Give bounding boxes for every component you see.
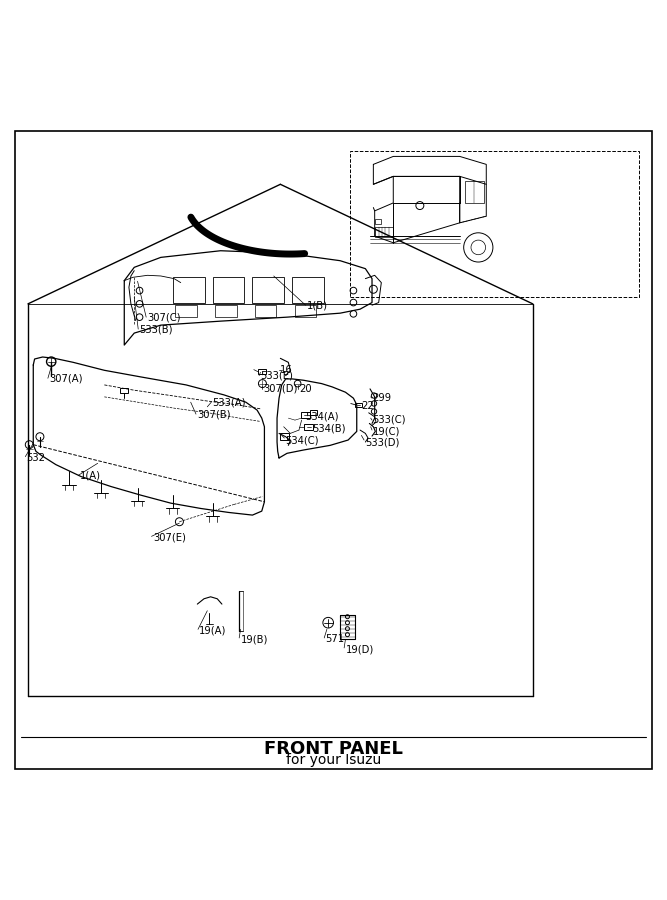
Bar (304, 424, 313, 429)
Bar (215, 305, 237, 317)
Text: 307(A): 307(A) (49, 374, 83, 383)
Text: 307(D): 307(D) (263, 384, 298, 394)
Text: 19(B): 19(B) (241, 634, 268, 644)
Text: 534(B): 534(B) (312, 423, 346, 433)
Text: 571: 571 (325, 634, 345, 644)
Text: 16: 16 (280, 365, 293, 375)
Text: 532: 532 (27, 453, 45, 463)
Text: 20: 20 (299, 384, 311, 394)
Bar (173, 277, 205, 302)
Text: 22: 22 (362, 401, 374, 411)
Text: 533(E): 533(E) (260, 371, 293, 381)
Bar (376, 228, 394, 238)
Bar (465, 181, 484, 202)
Text: 19(A): 19(A) (199, 626, 227, 635)
Text: 1(B): 1(B) (307, 301, 328, 310)
Bar (350, 151, 639, 297)
Text: 307(E): 307(E) (153, 533, 185, 543)
Text: 533(D): 533(D) (366, 437, 400, 447)
Bar (257, 369, 265, 374)
Bar (175, 305, 197, 317)
Bar (292, 277, 324, 302)
Bar (213, 277, 245, 302)
Text: FRONT PANEL: FRONT PANEL (264, 740, 403, 758)
Bar (376, 219, 382, 224)
Bar (120, 388, 128, 393)
Text: 533(C): 533(C) (372, 414, 406, 425)
Bar (301, 412, 310, 418)
Text: 307(C): 307(C) (147, 312, 181, 322)
Text: 1(A): 1(A) (80, 470, 101, 481)
Text: 534(A): 534(A) (305, 412, 339, 422)
Bar (255, 305, 276, 317)
Bar (356, 402, 362, 407)
Bar (310, 410, 317, 416)
Text: 19(C): 19(C) (374, 427, 401, 436)
Text: 534(C): 534(C) (285, 435, 319, 445)
Text: 19(D): 19(D) (346, 644, 374, 654)
Text: 533(A): 533(A) (213, 397, 246, 407)
Text: 307(B): 307(B) (197, 410, 231, 419)
Bar (295, 305, 316, 317)
Bar (279, 434, 289, 440)
Text: for your Isuzu: for your Isuzu (286, 753, 381, 767)
Text: 533(B): 533(B) (139, 324, 173, 334)
Bar (253, 277, 284, 302)
Text: 299: 299 (372, 393, 391, 403)
